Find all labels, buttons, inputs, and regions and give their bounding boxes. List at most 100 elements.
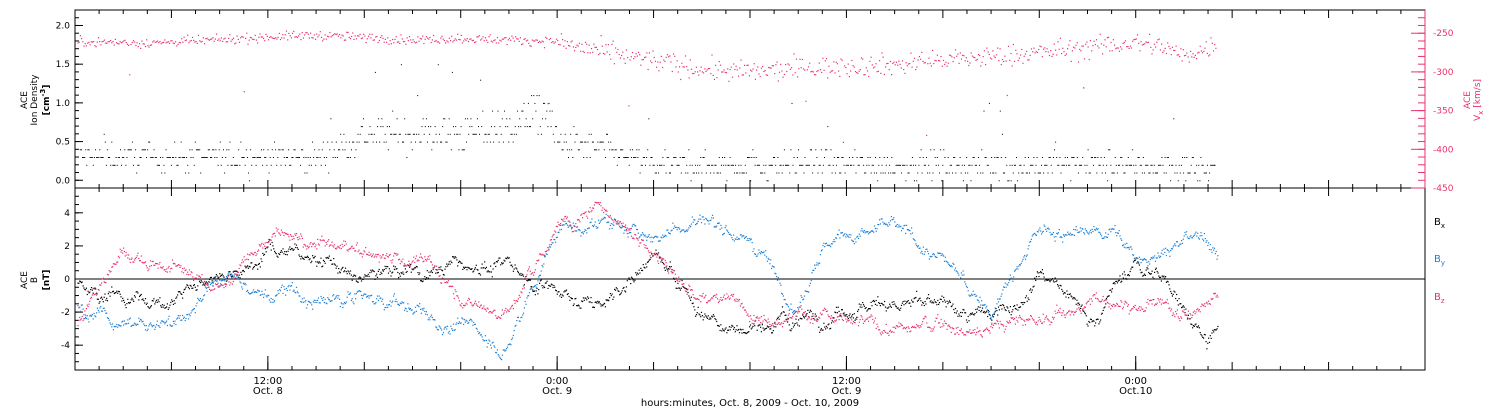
bx-point [914, 297, 916, 299]
bx-point [387, 272, 390, 274]
vx-point [476, 36, 478, 38]
by-point [1187, 237, 1189, 240]
bx-point [554, 286, 556, 288]
bx-point [748, 331, 750, 333]
bx-point [465, 266, 467, 268]
density-point [508, 141, 510, 143]
by-point [799, 301, 801, 303]
bx-point [662, 261, 664, 264]
bx-point [411, 268, 413, 270]
bx-point [476, 268, 478, 271]
vx-point [676, 60, 678, 62]
by-point [1047, 227, 1049, 229]
bx-point [397, 271, 399, 274]
by-point [177, 315, 179, 317]
bx-point [214, 276, 217, 278]
vx-point [341, 34, 343, 36]
density-point [269, 157, 271, 158]
vx-point [259, 33, 261, 35]
by-point [1162, 253, 1164, 255]
bx-point [989, 314, 991, 316]
density-point [174, 141, 176, 143]
bx-point [760, 331, 762, 333]
density-point [236, 164, 237, 166]
bx-point [195, 289, 197, 291]
by-point [584, 229, 586, 231]
by-point [425, 311, 428, 313]
vx-point [220, 37, 222, 39]
vx-point [494, 39, 496, 41]
by-point [463, 323, 465, 326]
density-point [876, 172, 878, 174]
bx-point [583, 299, 585, 301]
density-point [668, 172, 670, 174]
density-point [1157, 172, 1158, 174]
density-point [851, 164, 853, 166]
top-right-tick-label: -400 [1433, 145, 1454, 155]
bx-point [163, 304, 165, 306]
bx-point [1107, 295, 1109, 297]
density-point [115, 157, 117, 158]
density-point [335, 141, 337, 143]
density-point [937, 164, 939, 166]
density-point [460, 126, 462, 128]
density-point [987, 164, 989, 166]
bx-point [330, 259, 332, 261]
by-point [685, 229, 687, 231]
vx-point [1173, 49, 1175, 52]
by-point [446, 328, 448, 330]
bx-point [592, 306, 595, 308]
density-point [592, 141, 594, 143]
bx-point [987, 310, 989, 312]
bx-point [944, 301, 946, 303]
vx-point [236, 35, 238, 37]
density-point [1057, 164, 1059, 166]
bx-point [1048, 279, 1050, 281]
bx-point [1041, 269, 1043, 271]
bx-point [1024, 297, 1027, 299]
density-point [231, 164, 233, 166]
density-point [427, 141, 428, 143]
density-point [869, 157, 871, 158]
density-point [142, 149, 144, 151]
by-point [637, 232, 639, 234]
by-point [472, 324, 474, 326]
bx-point [1109, 289, 1111, 291]
vx-point [83, 45, 85, 47]
vx-point [711, 54, 713, 56]
density-point [1100, 157, 1102, 158]
bx-point [752, 325, 754, 327]
vx-point [592, 51, 594, 53]
by-point [433, 319, 435, 321]
bx-point [749, 324, 752, 326]
bx-point [167, 308, 169, 310]
bottom-left-tick-label: -4 [61, 341, 70, 351]
vx-point [964, 60, 966, 62]
bx-point [1157, 272, 1159, 274]
bx-point [1143, 274, 1145, 276]
by-point [412, 313, 414, 315]
by-point [223, 278, 225, 280]
bx-point [268, 241, 270, 243]
bx-point [825, 325, 827, 327]
vx-point [846, 73, 848, 75]
bx-point [925, 303, 927, 305]
by-point [188, 313, 190, 315]
bx-point [258, 262, 260, 265]
vx-point [794, 72, 796, 74]
density-point [534, 102, 536, 104]
by-point [607, 221, 609, 223]
by-point [877, 224, 879, 226]
bx-point [164, 307, 166, 309]
bx-point [598, 301, 600, 303]
by-point [712, 217, 714, 219]
by-point [659, 240, 661, 242]
by-point [308, 301, 310, 303]
bx-point [769, 328, 771, 330]
vx-point [512, 37, 514, 39]
by-point [335, 296, 337, 298]
vx-point [920, 58, 922, 60]
bx-point [878, 302, 880, 304]
bx-point [375, 275, 377, 277]
bx-point [1140, 272, 1142, 274]
